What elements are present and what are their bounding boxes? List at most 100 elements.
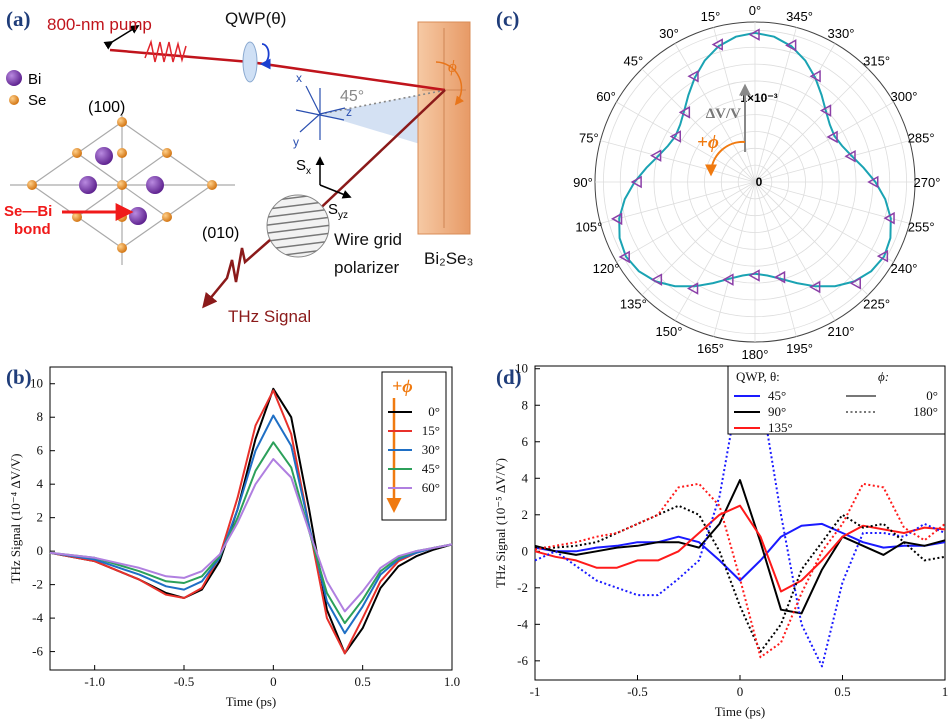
y-tick-label: 6 [522, 434, 529, 449]
angle-label: 120° [593, 261, 620, 276]
series-line [49, 414, 453, 635]
data-marker [876, 249, 889, 263]
angle-label: 60° [596, 89, 616, 104]
angle-label: 30° [659, 26, 679, 41]
data-marker [650, 273, 663, 286]
polarizer-label: polarizer [334, 258, 400, 277]
y-axis [299, 113, 321, 133]
pump-label: 800-nm pump [47, 15, 152, 34]
angle-label: 15° [701, 9, 721, 24]
angle-label: 0° [749, 3, 761, 18]
bond-label: Se—Bi [4, 203, 52, 220]
qwp [242, 41, 258, 83]
rotation-arrow [259, 43, 271, 70]
legend-label: 0° [926, 388, 938, 403]
y-tick-label: 0 [522, 543, 529, 558]
legend-box [727, 365, 946, 435]
series-line [534, 482, 946, 659]
grid-spoke [600, 181, 756, 224]
angle-label: 210° [828, 324, 855, 339]
x-tick-label: -0.5 [627, 684, 648, 699]
syz-arrow [319, 184, 352, 199]
legend-label: 45° [768, 388, 786, 403]
axis-z-label: z [346, 105, 352, 119]
y-tick-label: 2 [522, 507, 529, 522]
x-tick-label: 1.0 [444, 674, 460, 689]
legend-label: 180° [913, 404, 938, 419]
data-marker [678, 106, 691, 119]
bi-label: Bi [28, 71, 41, 88]
y-tick-label: -2 [517, 580, 528, 595]
plot-frame [49, 366, 453, 671]
legend-label: 15° [422, 423, 440, 438]
data-marker [809, 280, 821, 294]
angle-label: 345° [786, 9, 813, 24]
angle-label: 300° [891, 89, 918, 104]
y-tick-label: 8 [522, 397, 529, 412]
series-line [535, 504, 946, 653]
pump-pulse [144, 39, 187, 63]
thz-label: THz Signal [228, 307, 311, 326]
series-line [49, 441, 453, 625]
y-axis-label: THz Signal (10⁻⁵ ΔV/V) [493, 458, 508, 588]
data-marker [849, 276, 861, 290]
angle-label: 45° [624, 53, 644, 68]
x-tick-label: 0 [270, 674, 277, 689]
grid-spoke [616, 181, 756, 263]
panel-label: (b) [6, 365, 32, 389]
angle-label: 285° [908, 130, 935, 145]
data-marker [650, 149, 662, 162]
grid-spoke [754, 140, 910, 183]
angle-label: 165° [697, 341, 724, 356]
phi-label: ϕ [448, 57, 457, 76]
grid-spoke [754, 101, 894, 183]
grid-spoke [754, 27, 797, 183]
y-tick-label: -6 [32, 644, 43, 659]
phi-arrow [435, 61, 464, 106]
y-tick-label: -4 [517, 616, 528, 631]
series-line [534, 479, 946, 615]
legend-label: 45° [422, 461, 440, 476]
grid-spoke [616, 101, 756, 183]
z-axis [319, 107, 346, 115]
data-marker [610, 212, 623, 226]
y-tick-label: -2 [32, 577, 43, 592]
y-tick-label: 4 [37, 476, 44, 491]
thz-pulse [202, 239, 271, 309]
y-tick-label: 0 [37, 543, 44, 558]
lattice [10, 115, 235, 265]
data-marker [669, 130, 681, 143]
panel-label: (d) [496, 365, 522, 389]
setup-diagram: ϕ 800-nm pump QWP(θ) x y z 45° S x S yz [4, 9, 473, 326]
atoms [27, 117, 217, 253]
angle-label: 105° [575, 220, 602, 235]
grid-spoke [754, 68, 869, 183]
syz-label-sub: yz [338, 210, 348, 221]
angle-label: 225° [863, 297, 890, 312]
x-tick-label: 1 [942, 684, 949, 699]
pump-beam [109, 48, 251, 64]
angle-label: 90° [573, 175, 593, 190]
sx-label-sub: x [306, 166, 311, 177]
x-tick-label: -1.0 [84, 674, 105, 689]
angle-label: 240° [891, 261, 918, 276]
fit-curve [618, 31, 892, 288]
x-tick-label: 0 [737, 684, 744, 699]
data-marker [748, 269, 760, 282]
series-line [534, 522, 946, 582]
polarization-arrow [103, 25, 140, 50]
legend-title: +ϕ [392, 376, 413, 396]
angle-label: 135° [620, 297, 647, 312]
grid-spoke [674, 43, 756, 183]
series-line [534, 504, 946, 593]
grid-spoke [674, 181, 756, 321]
legend-label: 60° [422, 480, 440, 495]
polarizer-label: Wire grid [334, 230, 402, 249]
reflected-beam [309, 89, 446, 219]
grid-spoke [641, 68, 756, 183]
data-marker [826, 130, 838, 144]
angle-label: 150° [656, 324, 683, 339]
legend-title: QWP, θ: [736, 369, 780, 384]
syz-label: S [328, 201, 338, 218]
y-tick-label: -4 [32, 610, 43, 625]
